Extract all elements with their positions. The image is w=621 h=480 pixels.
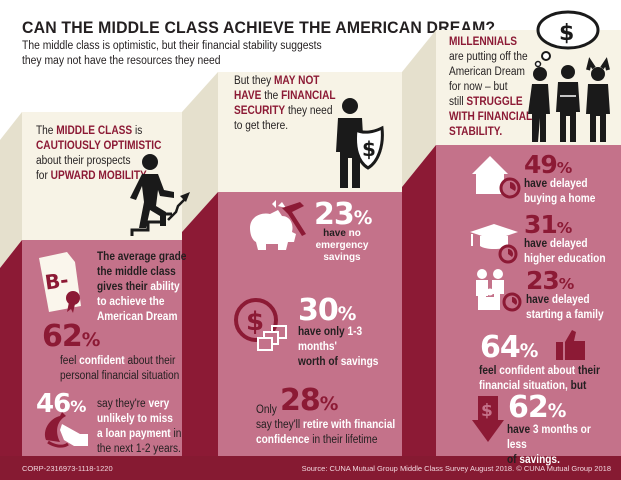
grade-text: The average grade the middle class gives… (97, 251, 187, 323)
family-timer-icon (476, 269, 522, 312)
subtitle-line: The middle class is optimistic, but thei… (22, 40, 322, 52)
stat-23-family-text: have delayed starting a family (526, 294, 604, 321)
step3-intro: MILLENNIALS are putting off the American… (449, 36, 533, 138)
footer-code: CORP-2316973-1118-1220 (22, 464, 113, 473)
stat-28-prefix: Only (256, 404, 277, 416)
stat-23-family-percent: 23% (526, 266, 575, 295)
hand-with-coins-icon (44, 412, 88, 448)
thumbs-up-icon (556, 330, 585, 360)
page-subtitle: The middle class is optimistic, but thei… (22, 39, 346, 69)
svg-text:$: $ (559, 21, 574, 46)
svg-text:$: $ (246, 307, 264, 337)
stat-49-percent: 49% (524, 150, 573, 179)
subtitle-line: they may not have the resources they nee… (22, 55, 221, 67)
stat-30-percent: 30% (298, 293, 357, 328)
stat-30-text: have only 1-3 months' worth of savings (298, 326, 379, 368)
stat-62-savings-text: have 3 months or less of savings. (507, 424, 591, 466)
stat-23-text: have no emergency savings (315, 228, 369, 263)
page-title: CAN THE MIDDLE CLASS ACHIEVE THE AMERICA… (22, 18, 496, 37)
stat-31-percent: 31% (524, 210, 573, 239)
stat-28-percent: 28% (280, 383, 339, 418)
house-timer-icon (472, 156, 521, 199)
stat-62-text: feel confident about their personal fina… (60, 355, 180, 382)
graduation-cap-timer-icon (470, 224, 518, 264)
dollar-down-arrow-icon: $ (472, 396, 504, 442)
person-with-dollar-shield-icon: $ (336, 98, 384, 188)
stat-28-text: say they'll retire with financial confid… (256, 419, 396, 446)
svg-text:$: $ (362, 137, 376, 161)
three-worried-people-dollar-thought-icon: $ (528, 10, 610, 142)
stat-49-text: have delayed buying a home (524, 178, 596, 205)
step2-intro: But they MAY NOT HAVE the FINANCIAL SECU… (234, 75, 336, 132)
stat-64-percent: 64% (480, 330, 539, 365)
broken-piggy-bank-hammer-icon (250, 200, 306, 250)
footer-source: Source: CUNA Mutual Group Middle Class S… (301, 464, 611, 473)
stat-31-text: have delayed higher education (524, 238, 606, 265)
stat-23-percent: 23% (314, 197, 373, 232)
stat-46-percent: 46% (36, 389, 87, 419)
person-climbing-stairs-icon (130, 154, 190, 236)
stat-62-percent: 62% (42, 319, 101, 354)
stat-46-text: say they're very unlikely to miss a loan… (97, 398, 182, 455)
stat-64-text: feel confident about their financial sit… (479, 365, 600, 392)
svg-text:$: $ (481, 401, 493, 421)
step1-intro: The MIDDLE CLASS is CAUTIOUSLY OPTIMISTI… (36, 125, 162, 182)
dollar-calendar-icon: $ (234, 298, 287, 351)
report-card-ribbon-icon: B- (37, 252, 85, 314)
stat-62-savings-percent: 62% (508, 390, 567, 425)
svg-text:B-: B- (43, 268, 70, 295)
